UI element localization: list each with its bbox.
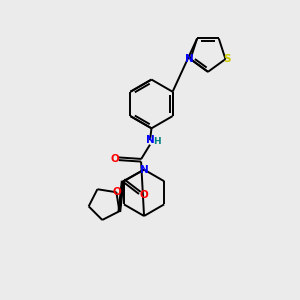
Text: H: H bbox=[153, 137, 160, 146]
Text: N: N bbox=[146, 135, 154, 145]
Text: O: O bbox=[112, 187, 122, 197]
Text: N: N bbox=[184, 53, 193, 64]
Text: O: O bbox=[111, 154, 120, 164]
Text: S: S bbox=[223, 54, 231, 64]
Text: O: O bbox=[140, 190, 148, 200]
Text: N: N bbox=[140, 165, 148, 175]
